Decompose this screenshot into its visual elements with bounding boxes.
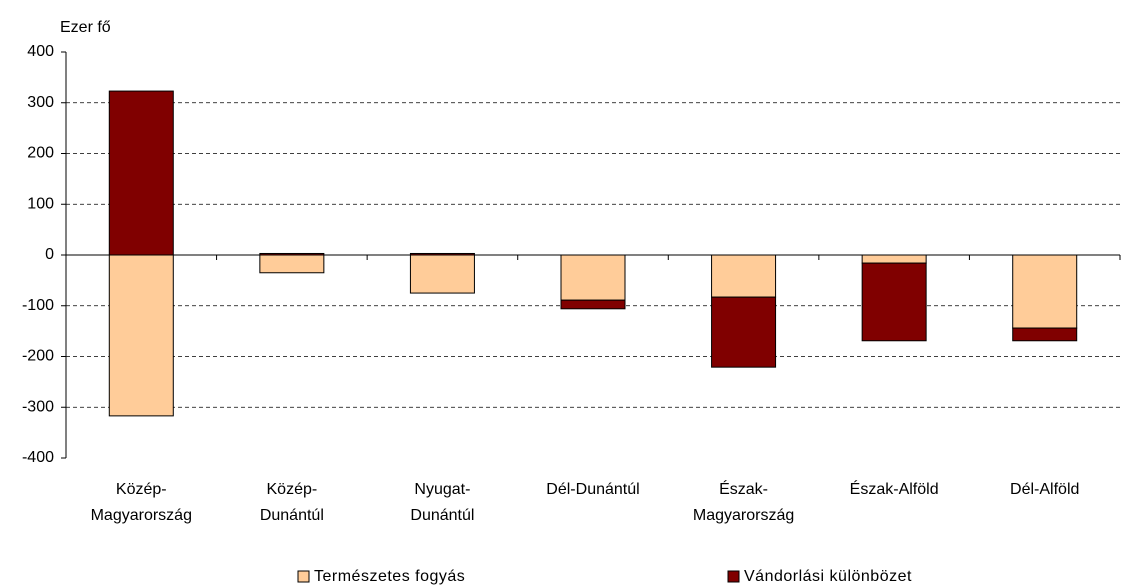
bar-segment	[409, 254, 475, 294]
bar-segment	[108, 254, 174, 417]
y-axis-label: Ezer fő	[60, 19, 111, 36]
x-tick-label-line: Nyugat-	[414, 481, 470, 498]
x-tick-label-line: Dunántúl	[260, 507, 324, 524]
x-tick-label-line: Dél-Alföld	[1010, 481, 1079, 498]
y-tick-label: -300	[22, 398, 54, 415]
x-tick-label: Dél-Alföld	[1010, 481, 1079, 498]
x-tick-label-line: Közép-	[267, 481, 318, 498]
bar-segment	[861, 262, 927, 342]
x-tick-label-line: Közép-	[116, 481, 167, 498]
y-tick-label: 300	[27, 94, 54, 111]
x-tick-label-line: Dunántúl	[410, 507, 474, 524]
y-tick-label: 400	[27, 43, 54, 60]
x-tick-label: Észak- Magyarország	[693, 479, 794, 524]
x-tick-label-line: Magyarország	[693, 507, 794, 524]
x-tick-label-line: Magyarország	[91, 507, 192, 524]
bar-segment	[259, 254, 325, 274]
y-tick-label: 100	[27, 195, 54, 212]
x-tick-label-line: Észak-Alföld	[850, 479, 939, 498]
x-tick-label: Nyugat- Dunántúl	[410, 481, 474, 524]
x-tick-label: Közép- Dunántúl	[260, 481, 324, 524]
bar-segment	[409, 252, 475, 256]
bar-segment	[259, 252, 325, 256]
legend-swatch	[297, 570, 310, 583]
y-tick-label: 200	[27, 145, 54, 162]
bar-segment	[861, 254, 927, 264]
x-tick-label: Észak-Alföld	[850, 479, 939, 498]
bar-segment	[560, 254, 626, 301]
bar-segment	[711, 296, 777, 368]
y-tick-label: -400	[22, 449, 54, 466]
bar-segment	[1012, 327, 1078, 342]
x-tick-label: Közép- Magyarország	[91, 481, 192, 524]
y-tick-label: -100	[22, 297, 54, 314]
bar-segment	[1012, 254, 1078, 329]
x-tick-label-line: Dél-Dunántúl	[546, 481, 639, 498]
legend-label: Természetes fogyás	[314, 568, 465, 585]
y-tick-label: -200	[22, 348, 54, 365]
bar-segment	[560, 299, 626, 310]
legend-label: Vándorlási különbözet	[744, 568, 912, 585]
x-tick-label: Dél-Dunántúl	[546, 481, 639, 498]
bar-segment	[108, 90, 174, 256]
y-tick-label: 0	[45, 246, 54, 263]
legend-swatch	[727, 570, 740, 583]
x-tick-label-line: Észak-	[719, 479, 768, 498]
bar-segment	[711, 254, 777, 298]
